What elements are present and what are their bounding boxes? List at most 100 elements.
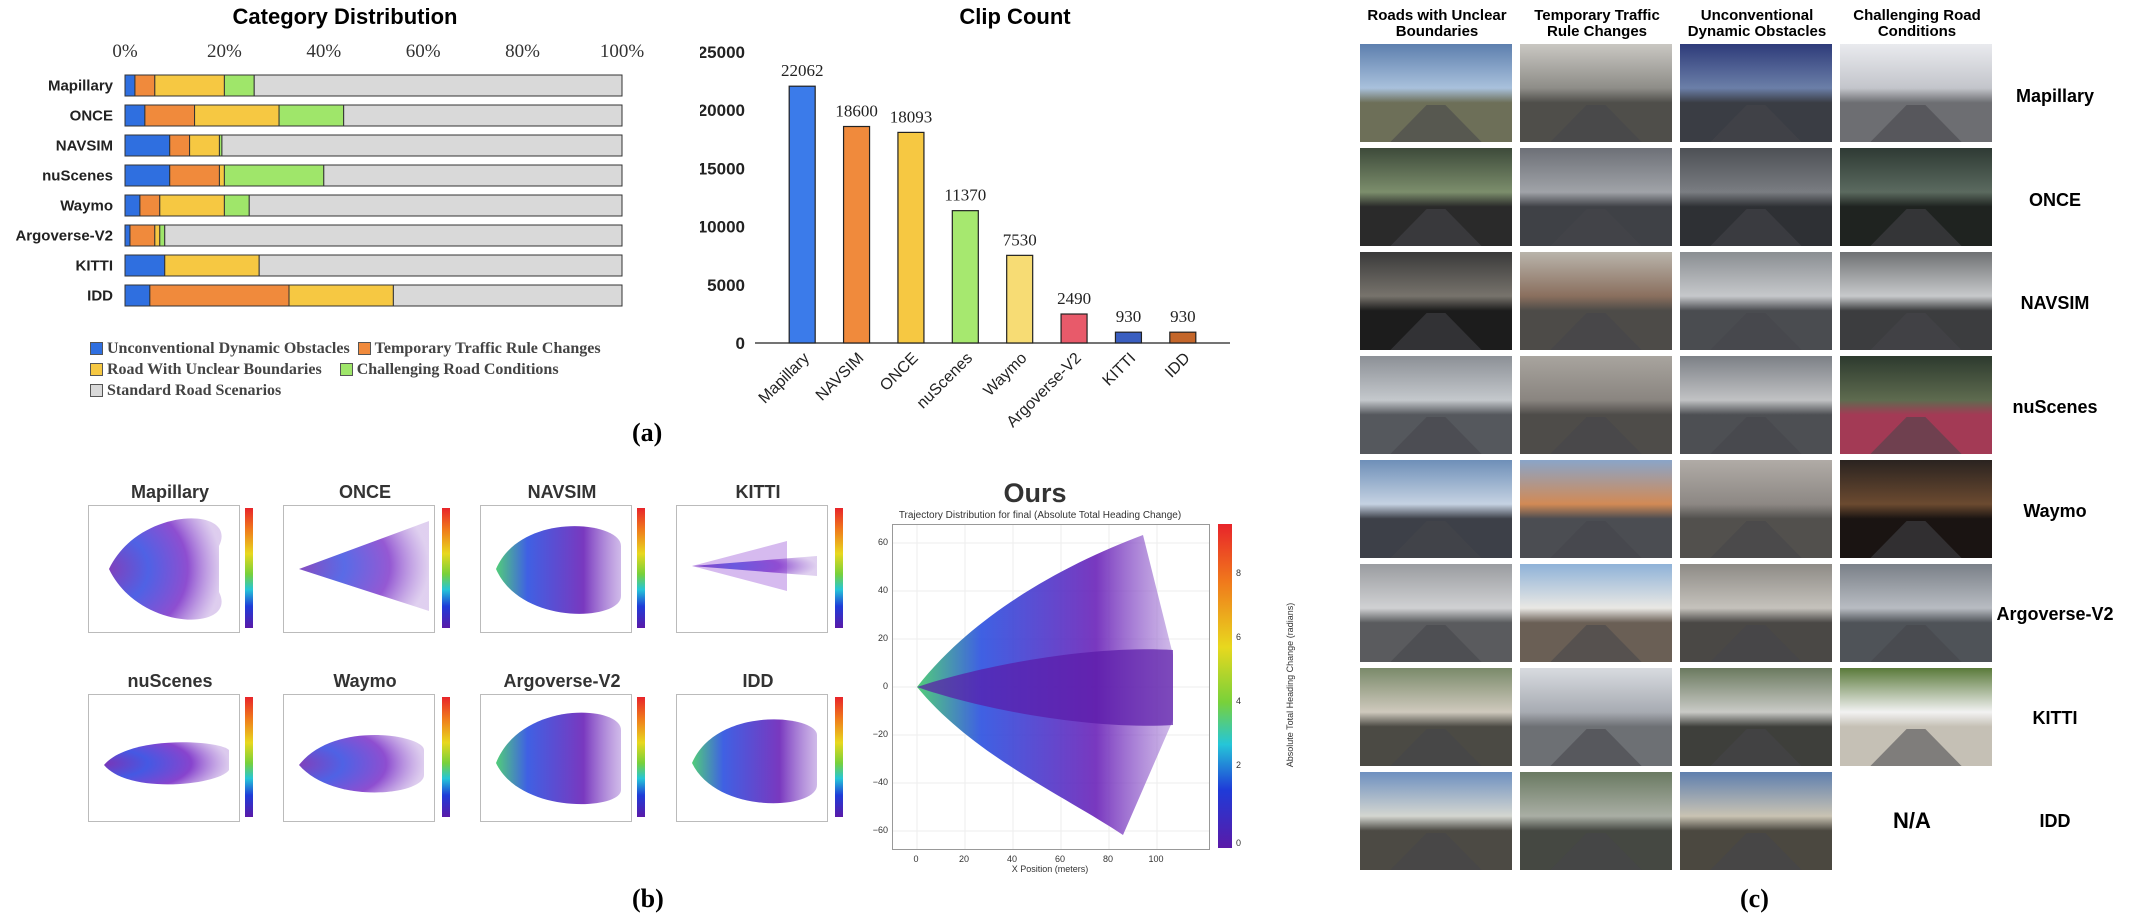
traj-title-nuscenes: nuScenes: [127, 671, 213, 691]
scene-thumbnail: [1520, 356, 1672, 454]
bar-value-label: 22062: [781, 61, 824, 80]
stacked-bar-segment: [169, 134, 191, 157]
stacked-bar-segment: [159, 194, 225, 217]
road-surface: [1390, 728, 1482, 766]
category-label: ONCE: [877, 350, 922, 395]
scene-thumbnail: [1680, 44, 1832, 142]
category-label: NAVSIM: [813, 350, 868, 405]
stacked-bar-segment: [248, 194, 623, 217]
road-surface: [1710, 832, 1802, 870]
x-tick-label: 0%: [112, 41, 138, 62]
category-label: Waymo: [60, 198, 113, 215]
colorbar-tick-label: 4: [1236, 696, 1241, 706]
road-surface: [1870, 104, 1962, 142]
x-tick-label: 60: [1055, 854, 1065, 864]
stacked-bar-segment: [169, 164, 220, 187]
clip-bar: [1114, 331, 1143, 344]
panel-c-letter: (c): [1740, 884, 1769, 913]
x-tick-label: 60%: [406, 41, 441, 62]
y-tick-label: 20000: [700, 101, 745, 120]
road-surface: [1550, 104, 1642, 142]
x-tick-label: 20: [959, 854, 969, 864]
colorbar-tick-label: 8: [1236, 568, 1241, 578]
clip-bar: [1006, 254, 1034, 344]
scene-thumbnail: [1360, 356, 1512, 454]
road-surface: [1550, 832, 1642, 870]
ours-colorbar-ticks: 8 6 4 2 0: [1236, 568, 1241, 848]
grid-col-header: Challenging Road Conditions: [1853, 7, 1981, 40]
scene-thumbnail: [1840, 44, 1992, 142]
panel-b-letter: (b): [632, 884, 664, 913]
road-surface: [1550, 728, 1642, 766]
legend-swatch-gray: [90, 384, 103, 397]
clipcount-chart-title: Clip Count: [959, 4, 1071, 29]
clip-bar: [842, 125, 871, 344]
scene-thumbnail: [1680, 668, 1832, 766]
scene-thumbnail: [1680, 148, 1832, 246]
clip-bar: [897, 131, 925, 344]
grid-col-header: Temporary Traffic Rule Changes: [1534, 7, 1660, 40]
stacked-bar-segment: [288, 284, 394, 307]
y-tick-label: −60: [873, 825, 888, 835]
clip-bar: [788, 85, 816, 344]
x-tick-label: 100%: [600, 41, 645, 62]
stacked-bar-segment: [223, 194, 250, 217]
grid-row-label: NAVSIM: [2020, 293, 2090, 313]
grid-row-label: Argoverse-V2: [1996, 604, 2114, 624]
grid-row-label: Waymo: [2023, 501, 2087, 521]
stacked-bar-segment: [323, 164, 623, 187]
legend-item: Standard Road Scenarios: [90, 382, 281, 400]
na-label: N/A: [1893, 808, 1931, 833]
traj-title-waymo: Waymo: [333, 671, 397, 691]
traj-plot-idd: [676, 694, 828, 822]
road-surface: [1870, 208, 1962, 246]
road-surface: [1710, 312, 1802, 350]
scene-thumbnail: [1520, 772, 1672, 870]
road-surface: [1710, 208, 1802, 246]
category-label: KITTI: [76, 258, 114, 275]
stacked-bar-segment: [343, 104, 623, 127]
scene-thumbnail: [1680, 460, 1832, 558]
clip-bar: [951, 210, 979, 344]
stacked-bar-segment: [218, 164, 225, 187]
y-tick-label: 0: [883, 681, 888, 691]
category-label: Argoverse-V2: [15, 228, 113, 245]
ours-plot-area: [892, 524, 1210, 850]
legend-swatch-orange: [357, 342, 371, 355]
category-label: Waymo: [981, 350, 1031, 400]
scene-thumbnail: [1520, 668, 1672, 766]
scene-thumbnail: [1520, 44, 1672, 142]
scene-thumbnail: [1360, 564, 1512, 662]
legend-label: Road With Unclear Boundaries: [107, 360, 322, 378]
y-tick-label: 0: [736, 334, 745, 353]
stacked-bar-segment: [194, 104, 280, 127]
colorbar-tick-label: 0: [1236, 838, 1241, 848]
x-tick-label: 80: [1103, 854, 1113, 864]
traj-plot-mapillary: [88, 505, 240, 633]
x-tick-label: 0: [913, 854, 918, 864]
traj-title-mapillary: Mapillary: [130, 482, 210, 502]
grid-row-label: nuScenes: [2012, 397, 2098, 417]
category-label: ONCE: [70, 108, 113, 125]
scene-thumbnail: [1840, 252, 1992, 350]
grid-col-header: Roads with Unclear Boundaries: [1367, 7, 1507, 40]
scene-thumbnail: [1840, 668, 1992, 766]
traj-title-argoverse: Argoverse-V2: [503, 671, 621, 691]
traj-plot-waymo: [283, 694, 435, 822]
colorbar-waymo: [442, 697, 450, 817]
legend-label: Temporary Traffic Rule Changes: [374, 339, 601, 357]
scene-thumbnail: [1840, 460, 1992, 558]
road-surface: [1710, 416, 1802, 454]
x-tick-label: 100: [1148, 854, 1163, 864]
stacked-bar-segment: [124, 284, 151, 307]
scene-thumbnail: [1840, 564, 1992, 662]
colorbar-kitti: [835, 508, 843, 628]
category-label: KITTI: [1100, 350, 1140, 390]
grid-row-label: Mapillary: [2015, 86, 2095, 106]
scene-thumbnail: [1360, 252, 1512, 350]
road-surface: [1390, 104, 1482, 142]
colorbar-nuscenes: [245, 697, 253, 817]
stacked-bar-segment: [124, 254, 166, 277]
category-label: Mapillary: [756, 350, 813, 407]
legend-swatch-yellow: [90, 363, 103, 376]
